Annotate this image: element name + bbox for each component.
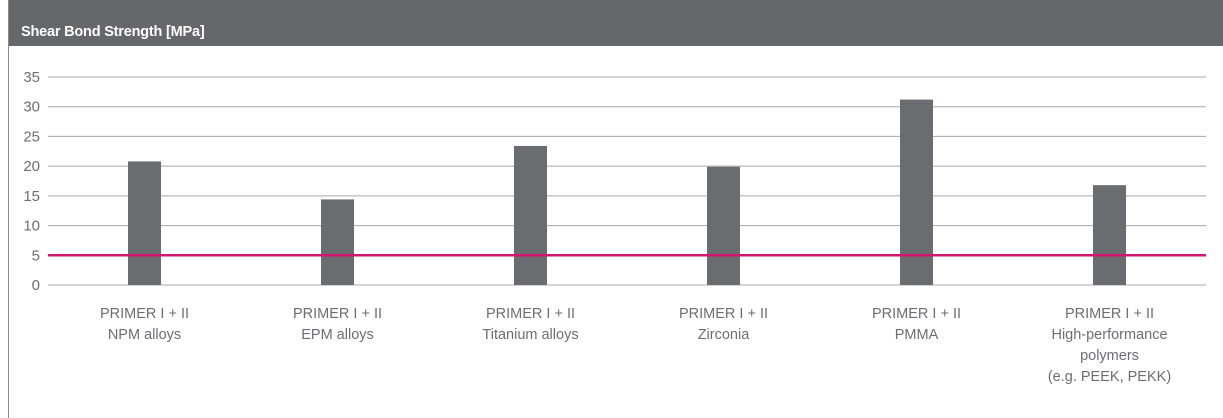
y-tick-label: 0 [32, 277, 40, 294]
category-label: Zirconia [698, 327, 751, 343]
category-label: PRIMER I + II [486, 306, 575, 322]
bar [514, 145, 547, 285]
category-label: High-performance [1051, 327, 1167, 343]
chart-header: Shear Bond Strength [MPa] [9, 0, 1223, 46]
bar [321, 199, 354, 285]
category-label: (e.g. PEEK, PEKK) [1048, 369, 1171, 385]
y-tick-label: 35 [23, 69, 40, 86]
category-label: PRIMER I + II [679, 306, 768, 322]
chart-panel: Shear Bond Strength [MPa] [8, 0, 1223, 418]
y-tick-label: 30 [23, 99, 40, 116]
category-label: PRIMER I + II [1065, 306, 1154, 322]
chart-title: Shear Bond Strength [MPa] [21, 24, 205, 40]
bar [900, 99, 933, 285]
category-label: polymers [1080, 348, 1139, 364]
bar [128, 161, 161, 285]
bar [1093, 185, 1126, 285]
category-label: PRIMER I + II [293, 306, 382, 322]
y-tick-label: 20 [23, 158, 40, 175]
category-label: NPM alloys [108, 327, 181, 343]
category-label: PRIMER I + II [100, 306, 189, 322]
bar [707, 166, 740, 285]
category-label: PRIMER I + II [872, 306, 961, 322]
y-tick-label: 15 [23, 188, 40, 205]
y-tick-label: 10 [23, 218, 40, 235]
category-label: EPM alloys [301, 327, 374, 343]
y-tick-label: 25 [23, 128, 40, 145]
y-tick-label: 5 [32, 247, 40, 264]
category-label: Titanium alloys [482, 327, 578, 343]
category-label: PMMA [895, 327, 939, 343]
